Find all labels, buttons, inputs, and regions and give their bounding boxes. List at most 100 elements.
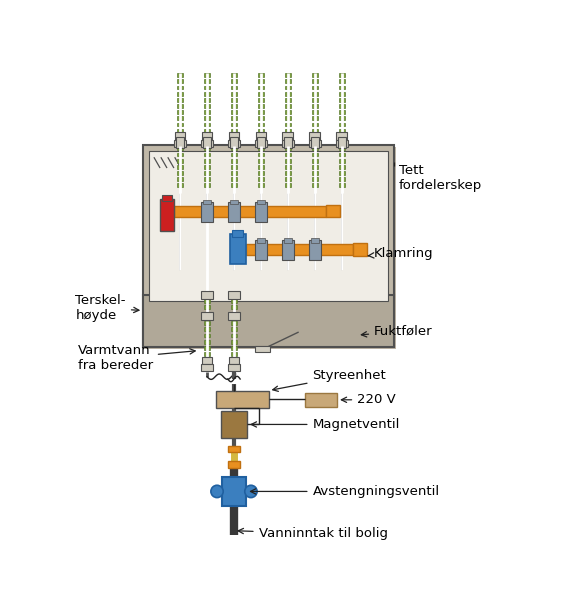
Text: Fuktføler: Fuktføler [361,325,433,338]
Bar [177,110,183,114]
Bar [311,137,318,148]
Bar [245,244,353,255]
Bar [339,123,345,126]
Bar [312,123,318,126]
Text: Tett
fordelerskep: Tett fordelerskep [399,164,482,192]
Bar [231,153,237,156]
Bar [285,123,291,126]
Bar [204,299,210,303]
Bar [258,183,264,188]
Bar [282,240,294,260]
Bar [285,129,291,133]
Bar [258,147,264,150]
Bar [160,199,174,231]
Text: Varmtvann
fra bereder: Varmtvann fra bereder [78,344,195,372]
Bar [162,195,173,201]
Bar [201,364,213,371]
Bar [204,153,210,156]
Bar [231,123,237,126]
Bar [230,200,238,204]
Bar [231,321,237,325]
Bar [204,92,210,96]
Bar [177,92,183,96]
Bar [339,147,345,150]
Bar [203,137,211,148]
Bar [312,183,318,188]
Bar [204,334,210,337]
Bar [177,86,183,89]
Bar [230,137,238,148]
Bar [285,73,291,77]
Bar [312,177,318,181]
Bar [338,137,346,148]
Bar [201,132,212,139]
Bar [231,104,237,108]
Text: Magnetventil: Magnetventil [251,418,400,431]
Bar [257,238,265,243]
Bar [204,110,210,114]
Bar [258,73,264,77]
Bar [258,123,264,126]
Bar [312,86,318,89]
Bar [309,240,321,260]
Text: Styreenhet: Styreenhet [273,368,386,392]
Bar [282,141,294,147]
Bar [228,312,240,320]
Text: Vanninntak til bolig: Vanninntak til bolig [238,527,387,540]
Bar [257,200,265,204]
Bar [258,86,264,89]
Bar [339,153,345,156]
Bar [204,293,210,296]
Bar [231,98,237,102]
Bar [284,238,292,243]
Bar [285,86,291,89]
Bar [258,177,264,181]
Bar [204,165,210,169]
Bar [177,159,183,163]
Bar [258,92,264,96]
Bar [258,104,264,108]
Bar [228,141,240,147]
Bar [217,390,269,408]
Bar [283,132,294,139]
Bar [312,165,318,169]
Bar [204,346,210,349]
Bar [201,291,213,299]
Bar [177,123,183,126]
Bar [231,346,237,349]
Bar [177,183,183,188]
Bar [143,295,394,346]
Bar [312,153,318,156]
Bar [174,206,327,216]
Bar [312,73,318,77]
Bar [231,305,237,309]
Bar [221,411,247,438]
Bar [177,147,183,150]
Bar [231,334,237,337]
Bar [312,92,318,96]
Bar [228,461,240,467]
Bar [204,79,210,83]
Bar [203,200,211,204]
Bar [339,92,345,96]
Bar [339,117,345,120]
Bar [258,79,264,83]
Bar [204,183,210,188]
Bar [339,98,345,102]
Bar [177,73,183,77]
Bar [177,79,183,83]
Bar [339,129,345,133]
Text: Klamring: Klamring [368,247,434,260]
Text: Avstengningsventil: Avstengningsventil [251,485,439,498]
Bar [231,293,237,296]
Bar [204,171,210,175]
Bar [177,177,183,181]
Bar [339,79,345,83]
Bar [258,117,264,120]
Bar [312,171,318,175]
Bar [231,340,237,343]
Bar [201,141,213,147]
Bar [255,141,267,147]
Bar [177,153,183,156]
Bar [204,98,210,102]
